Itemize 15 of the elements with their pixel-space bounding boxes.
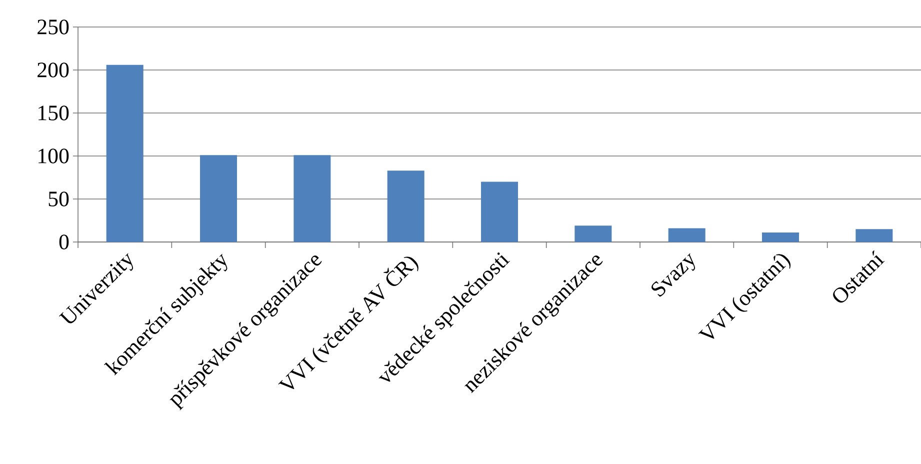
- bar: [106, 64, 144, 242]
- bar: [668, 228, 706, 242]
- y-tick-label: 150: [38, 106, 69, 120]
- bar: [574, 226, 612, 242]
- bar: [200, 155, 238, 242]
- bar: [481, 182, 518, 242]
- bar: [856, 229, 893, 242]
- y-tick-label: 50: [48, 192, 69, 206]
- bar: [387, 170, 424, 242]
- bar: [294, 155, 331, 242]
- y-tick-label: 250: [38, 20, 69, 34]
- y-tick-label: 200: [38, 62, 69, 78]
- y-tick-label: 0: [59, 234, 69, 250]
- bar: [762, 232, 800, 242]
- y-tick-label: 100: [38, 148, 69, 164]
